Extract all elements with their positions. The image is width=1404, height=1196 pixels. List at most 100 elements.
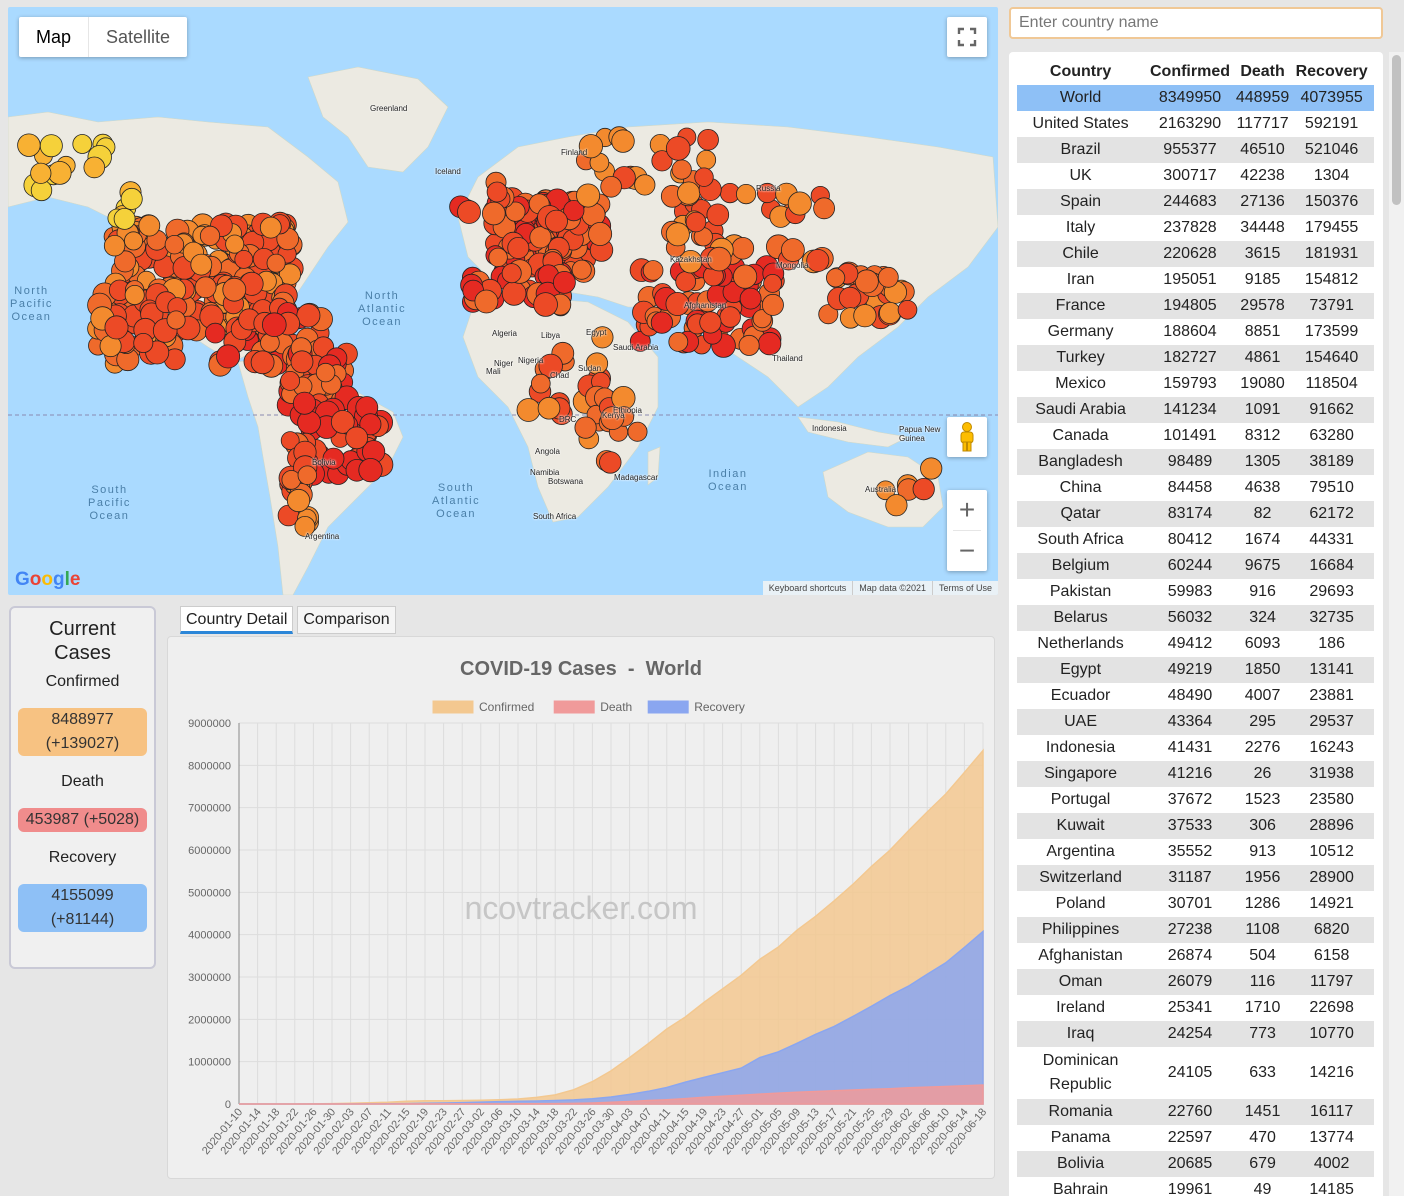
case-bubble[interactable] xyxy=(533,292,558,317)
case-bubble[interactable] xyxy=(261,312,287,338)
case-bubble[interactable] xyxy=(292,391,316,415)
case-bubble[interactable] xyxy=(297,465,318,485)
zoom-in-button[interactable]: + xyxy=(947,490,987,530)
table-row[interactable]: Iraq 24254 773 10770 xyxy=(1017,1021,1374,1047)
case-bubble[interactable] xyxy=(222,277,247,302)
table-row[interactable]: Argentina 35552 913 10512 xyxy=(1017,839,1374,865)
case-bubble[interactable] xyxy=(879,301,902,324)
table-row[interactable]: Switzerland 31187 1956 28900 xyxy=(1017,865,1374,891)
case-bubble[interactable] xyxy=(330,409,355,434)
table-row[interactable]: UK 300717 42238 1304 xyxy=(1017,163,1374,189)
case-bubble[interactable] xyxy=(322,447,345,470)
street-view-button[interactable] xyxy=(947,417,987,457)
case-bubble[interactable] xyxy=(854,269,879,294)
table-row[interactable]: Canada 101491 8312 63280 xyxy=(1017,423,1374,449)
case-bubble[interactable] xyxy=(739,287,762,310)
case-bubble[interactable] xyxy=(294,516,316,537)
case-bubble[interactable] xyxy=(696,149,717,170)
header-confirmed[interactable]: Confirmed xyxy=(1149,63,1230,80)
table-row[interactable]: Egypt 49219 1850 13141 xyxy=(1017,657,1374,683)
table-row[interactable]: Kuwait 37533 306 28896 xyxy=(1017,813,1374,839)
case-bubble[interactable] xyxy=(781,238,805,262)
case-bubble[interactable] xyxy=(735,184,757,205)
case-bubble[interactable] xyxy=(529,226,552,249)
legend-label[interactable]: Recovery xyxy=(694,700,745,714)
table-row[interactable]: Belarus 56032 324 32735 xyxy=(1017,605,1374,631)
case-bubble[interactable] xyxy=(912,477,935,501)
case-bubble[interactable] xyxy=(574,416,597,439)
series-area-death[interactable] xyxy=(239,1084,984,1105)
case-bubble[interactable] xyxy=(250,350,275,375)
case-bubble[interactable] xyxy=(571,259,592,280)
case-bubble[interactable] xyxy=(538,353,563,379)
case-bubble[interactable] xyxy=(806,248,830,272)
case-bubble[interactable] xyxy=(576,183,601,208)
table-scrollbar-thumb[interactable] xyxy=(1392,55,1401,205)
tab-country-detail[interactable]: Country Detail xyxy=(180,606,294,634)
case-bubble[interactable] xyxy=(30,162,52,184)
case-bubble[interactable] xyxy=(642,260,664,281)
case-bubble[interactable] xyxy=(600,176,622,198)
case-bubble[interactable] xyxy=(853,304,877,328)
case-bubble[interactable] xyxy=(315,362,336,383)
table-scrollbar[interactable] xyxy=(1389,52,1404,1196)
case-bubble[interactable] xyxy=(286,488,311,513)
case-bubble[interactable] xyxy=(650,311,674,334)
legend-label[interactable]: Confirmed xyxy=(479,700,534,714)
table-row[interactable]: Ireland 25341 1710 22698 xyxy=(1017,995,1374,1021)
case-bubble[interactable] xyxy=(600,406,625,431)
legend-swatch[interactable] xyxy=(647,700,689,714)
case-bubble[interactable] xyxy=(166,310,186,330)
table-row[interactable]: Dominican Republic 24105 633 14216 xyxy=(1017,1047,1374,1099)
zoom-out-button[interactable]: − xyxy=(947,531,987,571)
table-row[interactable]: Philippines 27238 1108 6820 xyxy=(1017,917,1374,943)
case-bubble[interactable] xyxy=(296,303,321,328)
case-bubble[interactable] xyxy=(505,201,526,222)
case-bubble[interactable] xyxy=(216,344,241,369)
case-bubble[interactable] xyxy=(234,249,254,269)
legend-label[interactable]: Death xyxy=(600,700,632,714)
table-row[interactable]: Bahrain 19961 49 14185 xyxy=(1017,1177,1374,1196)
case-bubble[interactable] xyxy=(563,200,585,222)
case-bubble[interactable] xyxy=(457,200,481,224)
table-row[interactable]: Iran 195051 9185 154812 xyxy=(1017,267,1374,293)
table-row[interactable]: Belgium 60244 9675 16684 xyxy=(1017,553,1374,579)
case-bubble[interactable] xyxy=(345,426,369,450)
table-row[interactable]: Qatar 83174 82 62172 xyxy=(1017,501,1374,527)
case-bubble[interactable] xyxy=(591,326,614,349)
table-row[interactable]: Singapore 41216 26 31938 xyxy=(1017,761,1374,787)
case-bubble[interactable] xyxy=(199,225,221,246)
case-bubble[interactable] xyxy=(259,216,282,239)
table-row[interactable]: Saudi Arabia 141234 1091 91662 xyxy=(1017,397,1374,423)
table-row[interactable]: France 194805 29578 73791 xyxy=(1017,293,1374,319)
case-bubble[interactable] xyxy=(507,236,530,259)
case-bubble[interactable] xyxy=(627,421,648,442)
table-row[interactable]: Bangladesh 98489 1305 38189 xyxy=(1017,449,1374,475)
case-bubble[interactable] xyxy=(164,234,185,255)
case-bubble[interactable] xyxy=(761,293,784,316)
case-bubble[interactable] xyxy=(634,174,656,196)
case-bubble[interactable] xyxy=(486,181,508,203)
case-bubble[interactable] xyxy=(501,263,522,284)
case-bubble[interactable] xyxy=(190,253,213,276)
header-death[interactable]: Death xyxy=(1240,63,1285,80)
legend-swatch[interactable] xyxy=(553,700,595,714)
table-row[interactable]: China 84458 4638 79510 xyxy=(1017,475,1374,501)
table-row[interactable]: Pakistan 59983 916 29693 xyxy=(1017,579,1374,605)
case-bubble[interactable] xyxy=(731,237,755,260)
series-area-confirmed[interactable] xyxy=(239,748,984,1105)
case-bubble[interactable] xyxy=(474,289,499,314)
case-bubble[interactable] xyxy=(665,136,691,161)
case-bubble[interactable] xyxy=(17,133,41,157)
case-bubble[interactable] xyxy=(677,181,701,205)
country-search-input[interactable] xyxy=(1009,7,1383,39)
keyboard-shortcuts-link[interactable]: Keyboard shortcuts xyxy=(768,583,847,593)
case-bubble[interactable] xyxy=(537,396,561,420)
case-bubble[interactable] xyxy=(47,160,72,185)
table-row[interactable]: World 8349950 448959 4073955 xyxy=(1017,85,1374,111)
case-bubble[interactable] xyxy=(757,331,782,356)
tab-comparison[interactable]: Comparison xyxy=(297,606,396,634)
table-row[interactable]: UAE 43364 295 29537 xyxy=(1017,709,1374,735)
case-bubble[interactable] xyxy=(359,413,382,436)
case-bubble[interactable] xyxy=(120,187,143,210)
